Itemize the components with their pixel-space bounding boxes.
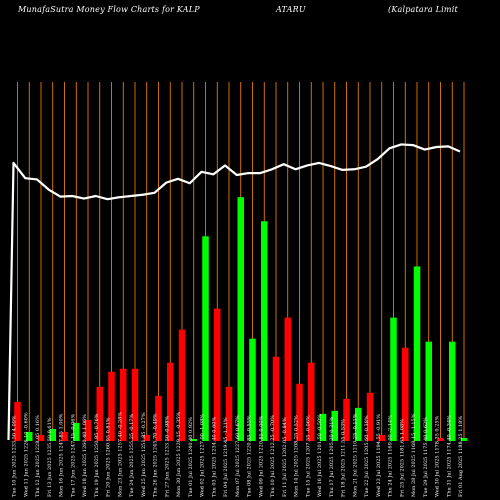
x-tick-label: Thu 26 Jun 2025 1245.70 -0.49%: [153, 413, 159, 497]
chart-header-left: MunafaSutra Money Flow Charts for KALP: [18, 5, 200, 14]
x-tick-label: Fri 27 Jun 2025 1233.50 -0.98%: [164, 416, 170, 497]
volume-bar: [366, 392, 374, 441]
volume-bar: [84, 419, 92, 441]
chart-header-middle: ATARU: [276, 5, 306, 14]
x-tick-label: Wed 02 Jul 2025 1227.00 -1.08%: [200, 414, 206, 497]
volume-bar: [190, 439, 197, 441]
x-tick-label: Thu 17 Jul 2025 1205.20 0.31%: [329, 417, 335, 497]
x-tick-label: Wed 23 Jul 2025 1194.55 -0.91%: [376, 414, 382, 497]
x-tick-label: Tue 15 Jul 2025 1207.55 -0.06%: [305, 415, 311, 497]
volume-bar: [131, 368, 139, 441]
volume-bar: [437, 437, 444, 441]
x-tick-label: Wed 11 Jun 2025 1226.10 -0.60%: [23, 412, 29, 497]
x-tick-label: Wed 16 Jul 2025 1201.50 -0.50%: [317, 414, 323, 497]
volume-bar: [355, 407, 362, 441]
x-tick-label: Mon 28 Jul 2025 1168.15 -1.15%: [411, 413, 417, 497]
volume-bar: [73, 422, 80, 441]
volume-bar: [402, 347, 409, 441]
volume-bar: [308, 362, 315, 441]
volume-bar: [390, 317, 397, 441]
x-tick-label: Tue 22 Jul 2025 1205.60 -0.38%: [364, 415, 370, 497]
volume-bar: [272, 356, 280, 441]
x-tick-label: Fri 01 Aug 2025 1188.25 1.18%: [458, 416, 464, 497]
x-tick-label: Wed 30 Jul 2025 1178.35 0.25%: [435, 415, 441, 497]
volume-bar: [14, 401, 21, 441]
x-tick-label: Mon 21 Jul 2025 1210.25 -0.11%: [352, 413, 358, 497]
price-line-group: [7, 143, 461, 441]
volume-bar: [37, 434, 45, 441]
volume-bar: [143, 434, 150, 441]
price-line: [7, 143, 461, 441]
x-tick-label: Thu 10 Jul 2025 1212.25 -0.70%: [270, 415, 276, 497]
volume-bar: [120, 368, 127, 441]
volume-bar: [449, 341, 456, 441]
volume-bar: [249, 338, 256, 441]
volume-bar: [108, 371, 115, 441]
x-tick-label: Mon 07 Jul 2025 1227.60 0.67%: [235, 415, 241, 497]
x-tick-label: Wed 18 Jun 2025 1260.40 1.06%: [82, 414, 88, 497]
volume-bar: [61, 431, 68, 441]
volume-bar: [49, 428, 56, 441]
x-tick-label: Wed 09 Jul 2025 1220.85 0.00%: [258, 415, 264, 497]
x-tick-label: Tue 29 Jul 2025 1175.40 0.62%: [423, 417, 429, 497]
x-tick-label: Mon 23 Jun 2025 1257.40 -0.28%: [117, 412, 123, 497]
volume-bar: [202, 236, 209, 441]
volume-bar: [331, 410, 338, 441]
x-tick-label: Mon 14 Jul 2025 1208.25 0.52%: [294, 415, 300, 497]
volume-bars: [14, 197, 468, 441]
x-tick-label: Tue 17 Jun 2025 1247.15 -0.06%: [70, 414, 76, 497]
x-tick-label: Fri 20 Jun 2025 1260.95 0.81%: [106, 417, 112, 497]
volume-bar: [96, 386, 103, 441]
x-tick-label: Mon 16 Jun 2025 1247.85 1.00%: [59, 413, 65, 497]
volume-bar: [413, 266, 421, 441]
x-tick-label: Mon 30 Jun 2025 1229.15 -0.35%: [176, 412, 182, 497]
volume-bar: [460, 437, 468, 441]
volume-bar: [378, 434, 385, 441]
volume-bar: [425, 341, 432, 441]
x-tick-label: Fri 25 Jul 2025 1181.65 1.08%: [399, 419, 405, 497]
volume-bar: [167, 362, 174, 441]
volume-bar: [214, 308, 221, 441]
x-tick-label: Wed 25 Jun 2025 1251.85 -0.27%: [141, 412, 147, 497]
x-tick-label: Tue 08 Jul 2025 1220.85 -0.55%: [247, 415, 253, 497]
volume-bar: [237, 197, 244, 441]
x-tick-label: Thu 31 Jul 2025 1174.40 -0.34%: [446, 415, 452, 497]
x-tick-label: Fri 11 Jul 2025 1202.05 -0.84%: [282, 417, 288, 497]
x-tick-labels: Fri 01 Aug 2025 1188.25 1.18% Thu 31 Jul …: [12, 412, 465, 497]
chart-header-right: (Kalpatara Limit: [388, 5, 458, 14]
volume-bar: [26, 431, 33, 441]
x-tick-label: Fri 04 Jul 2025 1219.45 -1.21%: [223, 417, 229, 497]
x-tick-label: Tue 24 Jun 2025 1255.25 -0.17%: [129, 414, 135, 497]
volume-bar: [284, 317, 291, 441]
x-tick-label: Tue 10 Jun 2025 1233.50 4.09%: [12, 415, 18, 497]
x-tick-label: Fri 18 Jul 2025 1211.55 0.53%: [341, 419, 347, 497]
x-tick-label: Tue 01 Jul 2025 1240.40 0.92%: [188, 417, 194, 497]
x-tick-label: Fri 13 Jun 2025 1235.50 0.61%: [47, 417, 53, 497]
volume-bar: [178, 329, 186, 441]
volume-bar: [296, 383, 303, 441]
volume-bar: [261, 221, 268, 441]
x-tick-label: Thu 19 Jun 2025 1250.85 -0.76%: [94, 413, 100, 497]
volume-bar: [225, 386, 233, 441]
x-tick-label: Thu 03 Jul 2025 1234.40 0.60%: [211, 417, 217, 497]
volume-bar: [155, 395, 162, 441]
volume-bar: [319, 413, 327, 441]
volume-bar: [343, 398, 350, 441]
x-tick-label: Thu 12 Jun 2025 1228.05 0.16%: [35, 415, 41, 497]
x-tick-label: Thu 24 Jul 2025 1169.00 -2.14%: [388, 415, 394, 497]
